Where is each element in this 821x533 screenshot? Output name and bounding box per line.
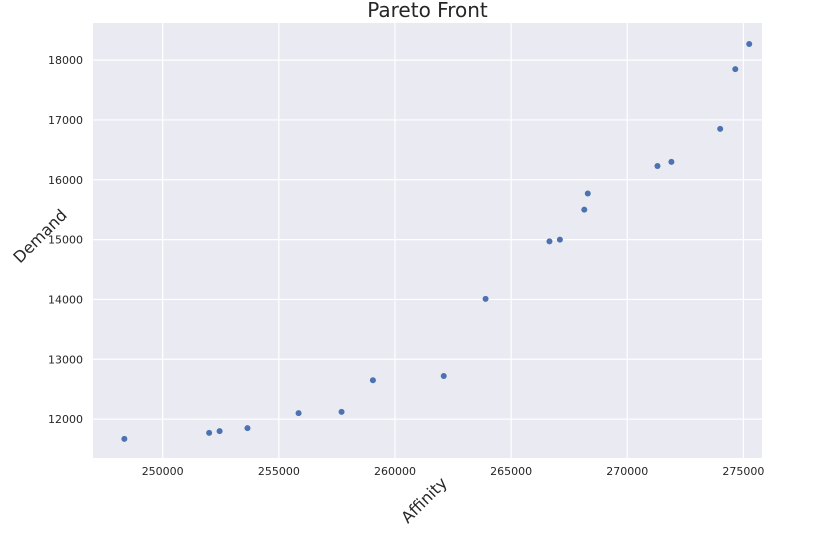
x-tick-label: 270000 bbox=[606, 465, 648, 478]
grid-lines bbox=[93, 23, 762, 458]
data-point bbox=[440, 373, 447, 380]
data-point bbox=[121, 435, 128, 442]
data-point bbox=[295, 410, 302, 417]
data-point bbox=[654, 163, 661, 170]
data-point bbox=[369, 377, 376, 384]
data-point bbox=[338, 408, 345, 415]
data-point bbox=[732, 66, 739, 73]
data-point bbox=[556, 236, 563, 243]
data-point bbox=[668, 158, 675, 165]
data-point bbox=[482, 295, 489, 302]
y-tick-label: 13000 bbox=[48, 353, 83, 366]
chart-title: Pareto Front bbox=[367, 0, 488, 22]
y-tick-label: 15000 bbox=[48, 234, 83, 247]
data-point bbox=[216, 428, 223, 435]
x-tick-label: 275000 bbox=[722, 465, 764, 478]
y-tick-label: 12000 bbox=[48, 413, 83, 426]
data-point bbox=[581, 206, 588, 213]
data-point bbox=[546, 238, 553, 245]
data-point bbox=[717, 125, 724, 132]
plot-area bbox=[93, 23, 762, 458]
x-axis-label: Affinity bbox=[397, 473, 451, 527]
y-tick-label: 14000 bbox=[48, 293, 83, 306]
y-tick-label: 17000 bbox=[48, 114, 83, 127]
x-tick-label: 250000 bbox=[142, 465, 184, 478]
x-tick-label: 255000 bbox=[258, 465, 300, 478]
tick-labels: 250000 255000 260000 265000 270000 275000 1200… bbox=[48, 54, 764, 478]
y-tick-label: 16000 bbox=[48, 174, 83, 187]
data-points bbox=[121, 40, 753, 442]
data-point bbox=[746, 40, 753, 47]
x-tick-label: 260000 bbox=[374, 465, 416, 478]
data-point bbox=[244, 425, 251, 432]
x-tick-label: 265000 bbox=[490, 465, 532, 478]
y-tick-label: 18000 bbox=[48, 54, 83, 67]
data-point bbox=[206, 429, 213, 436]
data-point bbox=[584, 190, 591, 197]
